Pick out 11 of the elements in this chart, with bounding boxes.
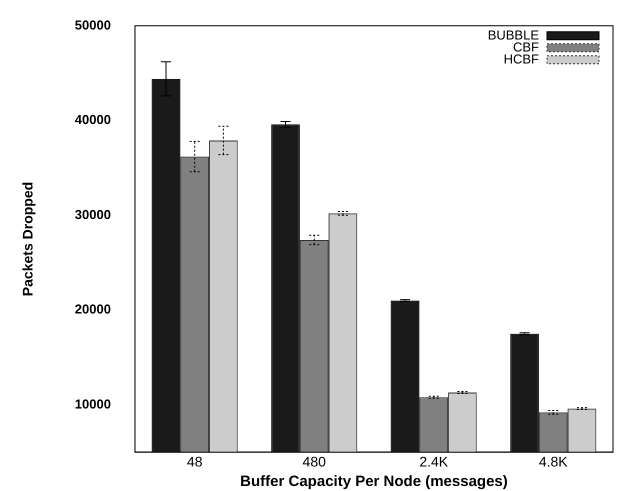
x-tick-label: 48 <box>186 453 203 470</box>
y-tick-label: 10000 <box>74 396 111 412</box>
x-axis-title: Buffer Capacity Per Node (messages) <box>240 473 508 490</box>
x-tick-label: 4.8K <box>538 453 568 470</box>
y-axis-title: Packets Dropped <box>19 182 36 296</box>
x-tick-label: 2.4K <box>419 453 449 470</box>
y-tick-label: 20000 <box>74 302 111 317</box>
x-tick-label: 480 <box>302 453 326 470</box>
y-tick-label: 30000 <box>74 206 111 222</box>
y-tick-label: 40000 <box>74 112 111 128</box>
y-tick-label: 50000 <box>74 17 111 32</box>
